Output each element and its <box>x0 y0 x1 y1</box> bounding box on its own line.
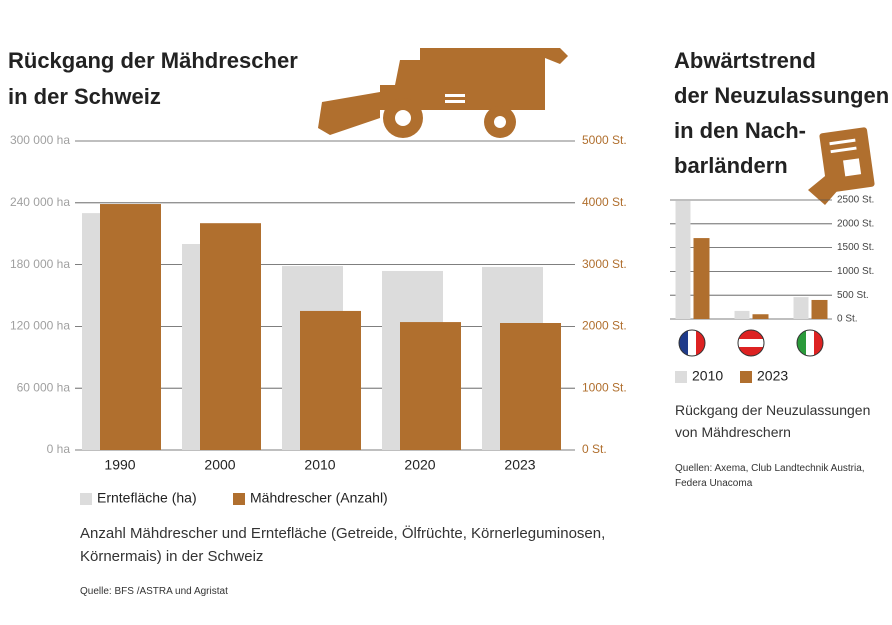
y-tick-label: 500 St. <box>837 290 869 301</box>
bar <box>200 223 261 450</box>
legend-label: Erntefläche (ha) <box>97 490 197 506</box>
legend-swatch <box>233 493 245 505</box>
bar <box>500 323 561 450</box>
source: Quelle: BFS /ASTRA und Agristat <box>80 586 228 597</box>
source: Quellen: Axema, Club Landtechnik Austria… <box>675 463 865 489</box>
y-tick-label: 1500 St. <box>837 242 874 253</box>
harvester-icon <box>318 48 568 138</box>
chart-title: Abwärtstrend <box>674 48 816 73</box>
bar <box>752 314 769 319</box>
y-tick-label: 2500 St. <box>837 195 874 206</box>
bar <box>675 200 691 319</box>
x-tick-label: 1990 <box>104 457 135 473</box>
y-tick-label: 180 000 ha <box>10 257 70 271</box>
chart-title: in den Nach- <box>674 118 806 143</box>
y-tick-label: 300 000 ha <box>10 133 70 147</box>
bar <box>100 204 161 450</box>
y2-tick-label: 3000 St. <box>582 257 627 271</box>
flag-france <box>678 329 706 357</box>
y-tick-label: 1000 St. <box>837 266 874 277</box>
caption: Anzahl Mähdrescher und Erntefläche (Getr… <box>80 525 606 565</box>
caption: Rückgang der Neuzulassungen von Mähdresc… <box>675 402 871 440</box>
document-icon <box>808 127 875 205</box>
legend-swatch <box>675 371 687 383</box>
bar <box>811 299 828 319</box>
y-tick-label: 2000 St. <box>837 218 874 229</box>
bar <box>793 297 809 319</box>
bar <box>734 310 750 319</box>
bar <box>400 322 461 450</box>
bar <box>300 310 361 450</box>
legend-label: 2010 <box>692 368 723 384</box>
x-tick-label: 2023 <box>504 457 535 473</box>
y-tick-label: 60 000 ha <box>17 380 71 394</box>
chart-title: barländern <box>674 153 788 178</box>
chart-title: der Neuzulassungen <box>674 83 889 108</box>
legend-label: 2023 <box>757 368 788 384</box>
x-tick-label: 2020 <box>404 457 435 473</box>
chart-title: in der Schweiz <box>8 84 161 109</box>
y2-tick-label: 0 St. <box>582 442 607 456</box>
y-tick-label: 0 ha <box>47 442 71 456</box>
flag-italy <box>796 329 824 357</box>
y-tick-label: 0 St. <box>837 314 858 325</box>
legend-swatch <box>740 371 752 383</box>
legend-swatch <box>80 493 92 505</box>
y2-tick-label: 1000 St. <box>582 380 627 394</box>
y2-tick-label: 4000 St. <box>582 195 627 209</box>
chart-title: Rückgang der Mähdrescher <box>8 48 298 73</box>
y-tick-label: 240 000 ha <box>10 195 70 209</box>
flag-austria <box>737 329 765 357</box>
bar <box>693 238 710 319</box>
x-tick-label: 2010 <box>304 457 335 473</box>
y-tick-label: 120 000 ha <box>10 319 70 333</box>
x-tick-label: 2000 <box>204 457 235 473</box>
y2-tick-label: 2000 St. <box>582 319 627 333</box>
y2-tick-label: 5000 St. <box>582 133 627 147</box>
legend-label: Mähdrescher (Anzahl) <box>250 490 388 506</box>
